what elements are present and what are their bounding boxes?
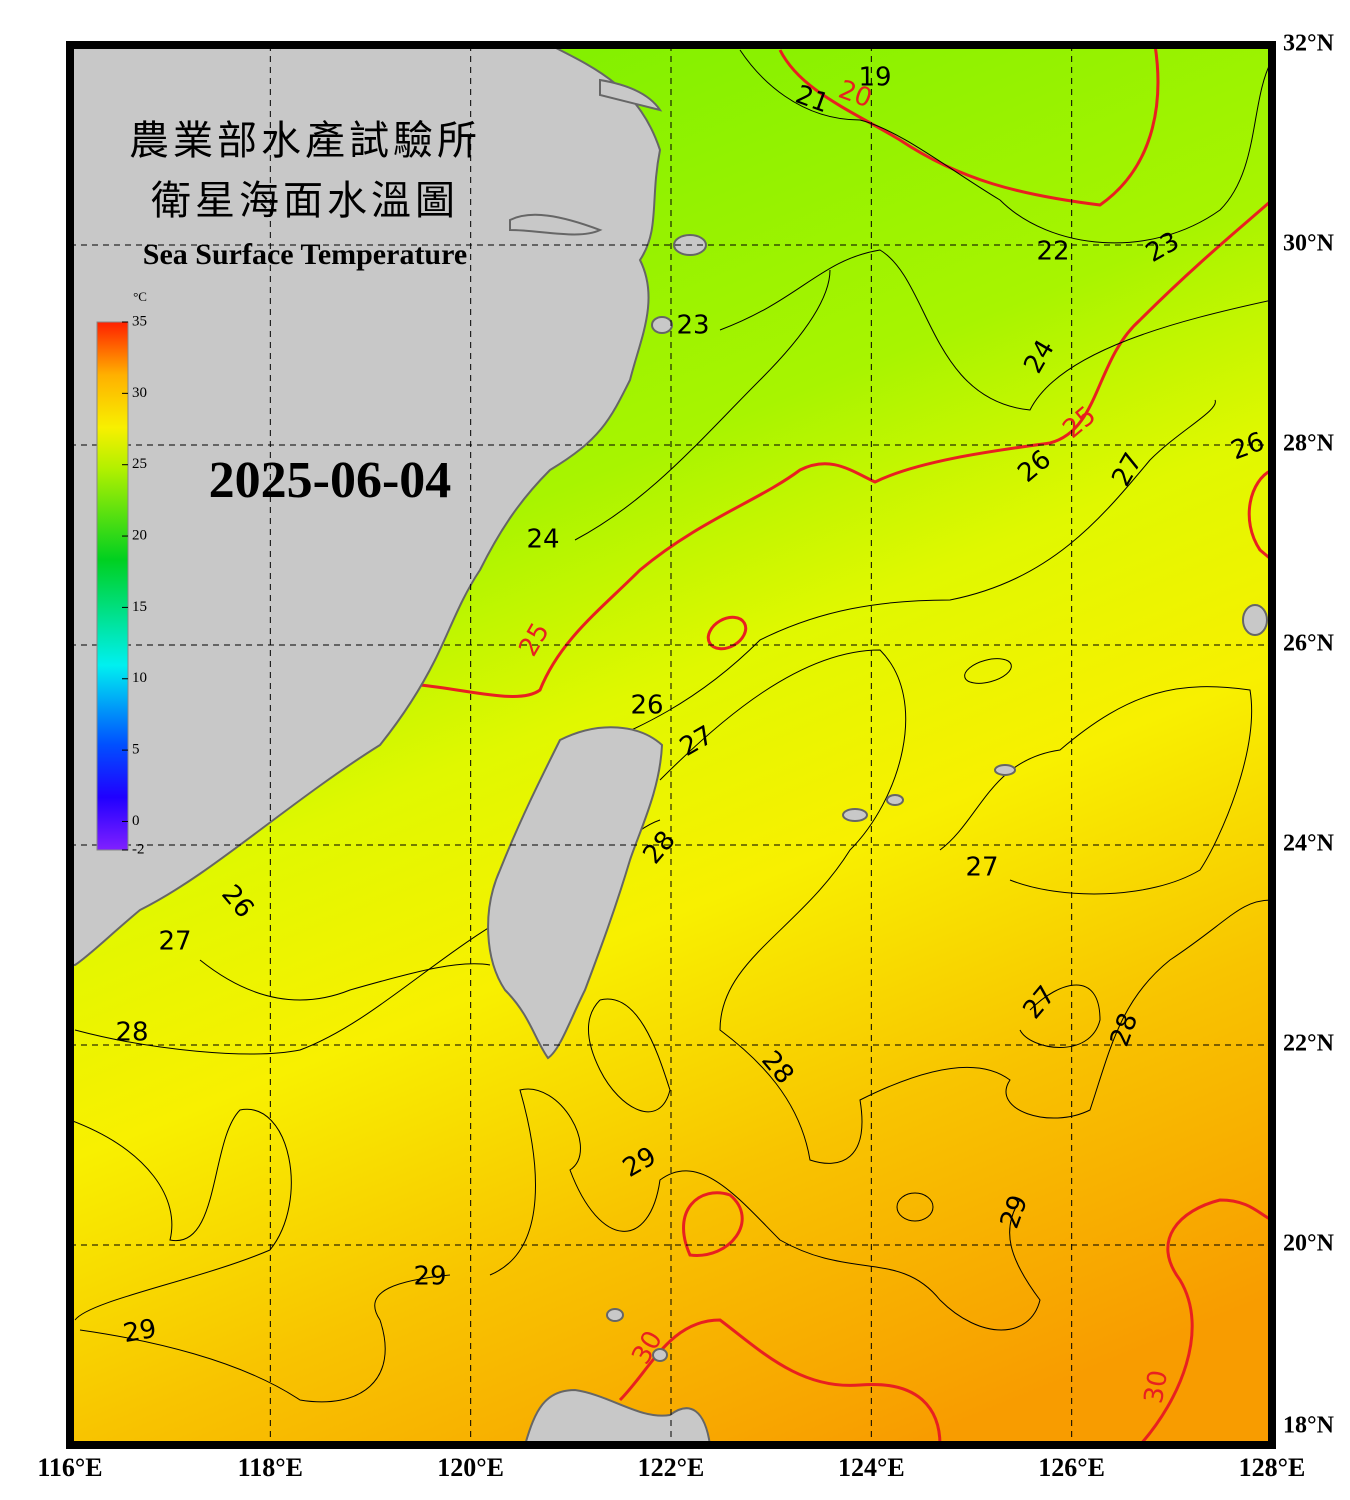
lon-tick-label: 120°E [437,1453,504,1482]
contour-label: 28 [115,1018,148,1048]
lon-tick-label: 122°E [638,1453,705,1482]
lon-tick-label: 128°E [1239,1453,1306,1482]
contour-label: 24 [526,525,559,555]
lat-tick-label: 32°N [1283,31,1335,57]
contour-label: 19 [858,63,891,93]
lat-tick-label: 18°N [1283,1413,1335,1439]
colorbar-unit: °C [133,289,147,304]
lon-tick-label: 124°E [838,1453,905,1482]
contour-label: 30 [1139,1368,1174,1406]
colorbar-tick-label: 35 [132,313,147,329]
isotherms [70,45,1272,1445]
colorbar-tick-label: 10 [132,670,147,686]
graticule [70,45,1272,1445]
contour-label: 29 [121,1314,159,1349]
contour-label: 29 [413,1262,446,1292]
title-en: Sea Surface Temperature [143,238,467,271]
map-frame [66,41,1276,1449]
title-zh-1: 農業部水產試驗所 [129,118,481,163]
colorbar-tick-label: 5 [132,742,140,758]
contour-label: 27 [965,853,998,883]
lat-tick-label: 22°N [1283,1031,1335,1057]
lat-tick-label: 30°N [1283,231,1335,257]
lon-tick-label: 116°E [37,1453,102,1482]
colorbar-tick-label: 30 [132,385,147,401]
contour-label: 23 [676,311,709,341]
lat-tick-label: 26°N [1283,631,1335,657]
colorbar-tick-label: 0 [132,813,140,829]
colorbar-tick-label: 20 [132,527,147,543]
contour-label: 27 [158,927,191,957]
lat-tick-label: 20°N [1283,1231,1335,1257]
contour-label: 22 [1036,237,1069,267]
colorbar-tick-label: 25 [132,456,147,472]
colorbar [96,321,129,851]
lat-tick-label: 28°N [1283,431,1335,457]
colorbar-tick-label: 15 [132,599,147,615]
lat-tick-label: 24°N [1283,831,1335,857]
colorbar-ticks: -2 0 5 10 15 20 25 30 35 [122,313,147,857]
lon-tick-label: 126°E [1038,1453,1105,1482]
colorbar-tick-label: -2 [132,841,145,857]
lon-tick-label: 118°E [238,1453,303,1482]
title-zh-2: 衛星海面水溫圖 [151,178,459,223]
contour-label: 26 [630,691,663,721]
land [70,45,1268,1445]
date: 2025-06-04 [209,452,452,509]
